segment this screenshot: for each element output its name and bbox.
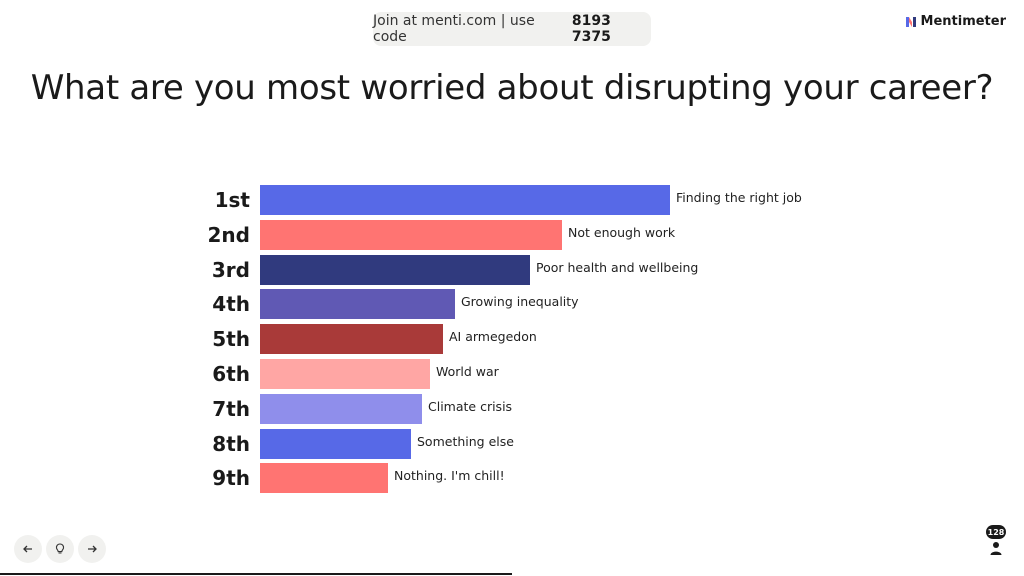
participants-indicator[interactable]: 128	[986, 525, 1010, 561]
rank-position-label: 3rd	[211, 257, 250, 282]
rank-position-label: 9th	[212, 466, 250, 491]
rank-position-label: 7th	[212, 396, 250, 421]
rank-position-label: 6th	[212, 362, 250, 386]
rank-bar	[260, 289, 455, 320]
rank-option-label: Finding the right job	[676, 190, 802, 205]
ranking-row: 9th Nothing. I'm chill!	[0, 463, 1024, 494]
person-icon	[990, 542, 1002, 555]
lightbulb-icon	[55, 543, 65, 554]
rank-position-label: 4th	[212, 292, 250, 317]
question-title: What are you most worried about disrupti…	[30, 68, 994, 108]
hint-button[interactable]	[46, 535, 74, 563]
rank-bar	[260, 428, 411, 459]
ranking-row: 7th Climate crisis	[0, 393, 1024, 424]
next-button[interactable]	[78, 535, 106, 563]
rank-option-label: Something else	[417, 433, 514, 449]
mentimeter-logo-icon	[905, 17, 916, 27]
presentation-progress	[0, 573, 512, 575]
rank-bar	[260, 185, 670, 215]
rank-bar	[260, 219, 562, 250]
rank-bar	[260, 254, 530, 285]
rank-option-label: World war	[436, 364, 499, 379]
ranking-row: 4th Growing inequality	[0, 289, 1024, 320]
ranking-row: 6th World war	[0, 359, 1024, 389]
rank-option-label: Nothing. I'm chill!	[394, 468, 505, 484]
rank-bar	[260, 359, 430, 389]
rank-bar	[260, 463, 388, 494]
ranking-row: 2nd Not enough work	[0, 219, 1024, 250]
brand-name: Mentimeter	[920, 14, 1006, 29]
rank-option-label: Poor health and wellbeing	[536, 259, 699, 275]
rank-option-label: Climate crisis	[428, 398, 513, 414]
rank-option-label: AI armegedon	[449, 329, 537, 345]
back-button[interactable]	[14, 535, 42, 563]
ranking-row: 5th AI armegedon	[0, 324, 1024, 355]
mentimeter-logo: Mentimeter	[905, 14, 1006, 29]
ranking-row: 3rd Poor health and wellbeing	[0, 254, 1024, 285]
join-instructions: Join at menti.com | use code 8193 7375	[373, 12, 651, 46]
arrow-left-icon	[23, 545, 32, 553]
rank-position-label: 1st	[214, 188, 250, 212]
ranking-row: 8th Something else	[0, 428, 1024, 459]
rank-position-label: 5th	[212, 327, 250, 352]
arrow-right-icon	[88, 545, 97, 553]
participant-count-badge: 128	[986, 525, 1006, 539]
rank-position-label: 2nd	[207, 222, 250, 247]
join-code: 8193 7375	[571, 13, 611, 45]
rank-bar	[260, 393, 422, 424]
ranking-row: 1st Finding the right job	[0, 185, 1024, 215]
rank-option-label: Growing inequality	[461, 294, 579, 310]
rank-bar	[260, 324, 443, 355]
rank-option-label: Not enough work	[568, 224, 676, 240]
join-text: Join at menti.com | use code	[373, 13, 535, 45]
rank-position-label: 8th	[212, 431, 250, 456]
